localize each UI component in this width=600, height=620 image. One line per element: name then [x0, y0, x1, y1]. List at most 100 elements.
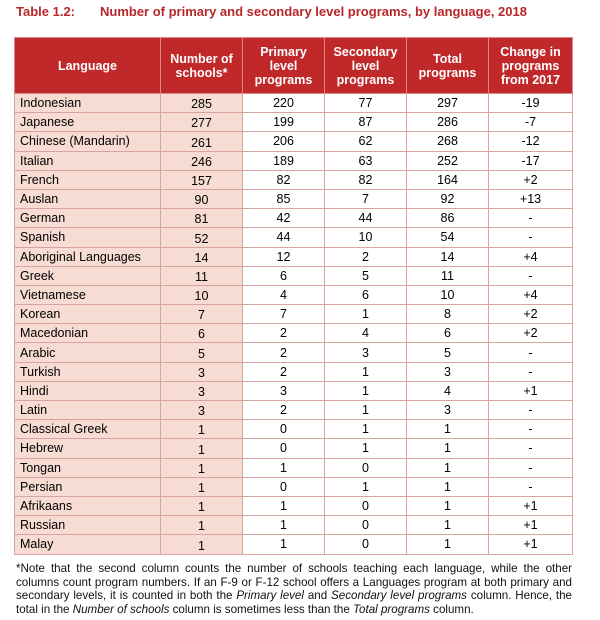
- note-text: column.: [429, 602, 474, 616]
- secondary-cell: 44: [324, 208, 407, 229]
- change-cell: +13: [488, 188, 573, 210]
- change-cell: -: [488, 399, 573, 421]
- table-row: Macedonian 6 2 4 6 +2: [14, 323, 573, 344]
- language-cell: Macedonian: [14, 323, 161, 344]
- total-cell: 1: [406, 419, 489, 440]
- secondary-cell: 0: [324, 457, 407, 478]
- schools-cell: 7: [160, 304, 243, 325]
- total-cell: 286: [406, 112, 489, 133]
- total-cell: 10: [406, 284, 489, 306]
- primary-cell: 82: [242, 169, 325, 190]
- primary-cell: 0: [242, 476, 325, 497]
- schools-cell: 246: [160, 150, 243, 171]
- primary-cell: 1: [242, 457, 325, 478]
- primary-cell: 2: [242, 361, 325, 382]
- note-text: column. Hence, the total in the: [16, 589, 572, 616]
- table-row: Russian 1 1 0 1 +1: [14, 515, 573, 536]
- total-cell: 4: [406, 380, 489, 402]
- table-row: Japanese 277 199 87 286 -7: [14, 112, 573, 133]
- table-row: French 157 82 82 164 +2: [14, 169, 573, 190]
- schools-cell: 1: [160, 476, 243, 497]
- language-cell: Tongan: [14, 457, 161, 478]
- total-cell: 6: [406, 323, 489, 344]
- table-row: Hindi 3 3 1 4 +1: [14, 380, 573, 402]
- note-text: column is sometimes less than the: [169, 602, 354, 616]
- secondary-cell: 1: [324, 438, 407, 459]
- table-row: Classical Greek 1 0 1 1-: [14, 419, 573, 440]
- primary-cell: 199: [242, 112, 325, 133]
- language-cell: Auslan: [14, 188, 161, 210]
- note-italic: Total programs: [353, 602, 430, 616]
- schools-cell: 5: [160, 342, 243, 363]
- schools-cell: 277: [160, 112, 243, 133]
- secondary-cell: 10: [324, 227, 407, 248]
- schools-cell: 3: [160, 361, 243, 382]
- change-cell: +1: [488, 380, 573, 402]
- schools-cell: 81: [160, 208, 243, 229]
- primary-cell: 3: [242, 380, 325, 402]
- change-cell: -: [488, 419, 573, 440]
- secondary-cell: 1: [324, 304, 407, 325]
- secondary-cell: 1: [324, 399, 407, 421]
- primary-cell: 1: [242, 515, 325, 536]
- language-cell: Hindi: [14, 380, 161, 402]
- schools-cell: 1: [160, 495, 243, 517]
- schools-cell: 90: [160, 188, 243, 210]
- primary-cell: 12: [242, 246, 325, 267]
- primary-cell: 42: [242, 208, 325, 229]
- table-row: Korean 7 7 1 8 +2: [14, 304, 573, 325]
- change-cell: -: [488, 457, 573, 478]
- language-cell: Vietnamese: [14, 284, 161, 306]
- language-cell: Latin: [14, 399, 161, 421]
- schools-cell: 10: [160, 284, 243, 306]
- change-cell: -: [488, 227, 573, 248]
- change-cell: +4: [488, 246, 573, 267]
- language-cell: Korean: [14, 304, 161, 325]
- secondary-cell: 63: [324, 150, 407, 171]
- language-cell: Hebrew: [14, 438, 161, 459]
- table-row: Greek 11 6 5 11-: [14, 265, 573, 286]
- secondary-cell: 4: [324, 323, 407, 344]
- secondary-cell: 7: [324, 188, 407, 210]
- column-header: Language: [14, 37, 161, 94]
- table-row: Hebrew 1 0 1 1-: [14, 438, 573, 459]
- column-header: Total programs: [406, 37, 489, 94]
- change-cell: -19: [488, 92, 573, 114]
- language-cell: Arabic: [14, 342, 161, 363]
- table-caption: Number of primary and secondary level pr…: [100, 4, 527, 19]
- language-cell: Russian: [14, 515, 161, 536]
- primary-cell: 85: [242, 188, 325, 210]
- schools-cell: 14: [160, 246, 243, 267]
- schools-cell: 6: [160, 323, 243, 344]
- primary-cell: 220: [242, 92, 325, 114]
- table-row: Aboriginal Languages 14 12 2 14 +4: [14, 246, 573, 267]
- primary-cell: 0: [242, 419, 325, 440]
- total-cell: 92: [406, 188, 489, 210]
- change-cell: +2: [488, 169, 573, 190]
- language-cell: Spanish: [14, 227, 161, 248]
- secondary-cell: 1: [324, 361, 407, 382]
- secondary-cell: 6: [324, 284, 407, 306]
- primary-cell: 44: [242, 227, 325, 248]
- schools-cell: 1: [160, 534, 243, 555]
- table-row: Arabic 5 2 3 5-: [14, 342, 573, 363]
- secondary-cell: 77: [324, 92, 407, 114]
- change-cell: +1: [488, 515, 573, 536]
- secondary-cell: 5: [324, 265, 407, 286]
- language-cell: Classical Greek: [14, 419, 161, 440]
- column-header: Primary level programs: [242, 37, 325, 94]
- total-cell: 3: [406, 399, 489, 421]
- language-cell: Persian: [14, 476, 161, 497]
- secondary-cell: 87: [324, 112, 407, 133]
- secondary-cell: 62: [324, 131, 407, 152]
- secondary-cell: 0: [324, 534, 407, 555]
- secondary-cell: 1: [324, 476, 407, 497]
- schools-cell: 3: [160, 399, 243, 421]
- total-cell: 268: [406, 131, 489, 152]
- secondary-cell: 0: [324, 515, 407, 536]
- secondary-cell: 0: [324, 495, 407, 517]
- schools-cell: 52: [160, 227, 243, 248]
- table-title: Table 1.2: Number of primary and secondar…: [16, 4, 527, 19]
- total-cell: 11: [406, 265, 489, 286]
- secondary-cell: 1: [324, 380, 407, 402]
